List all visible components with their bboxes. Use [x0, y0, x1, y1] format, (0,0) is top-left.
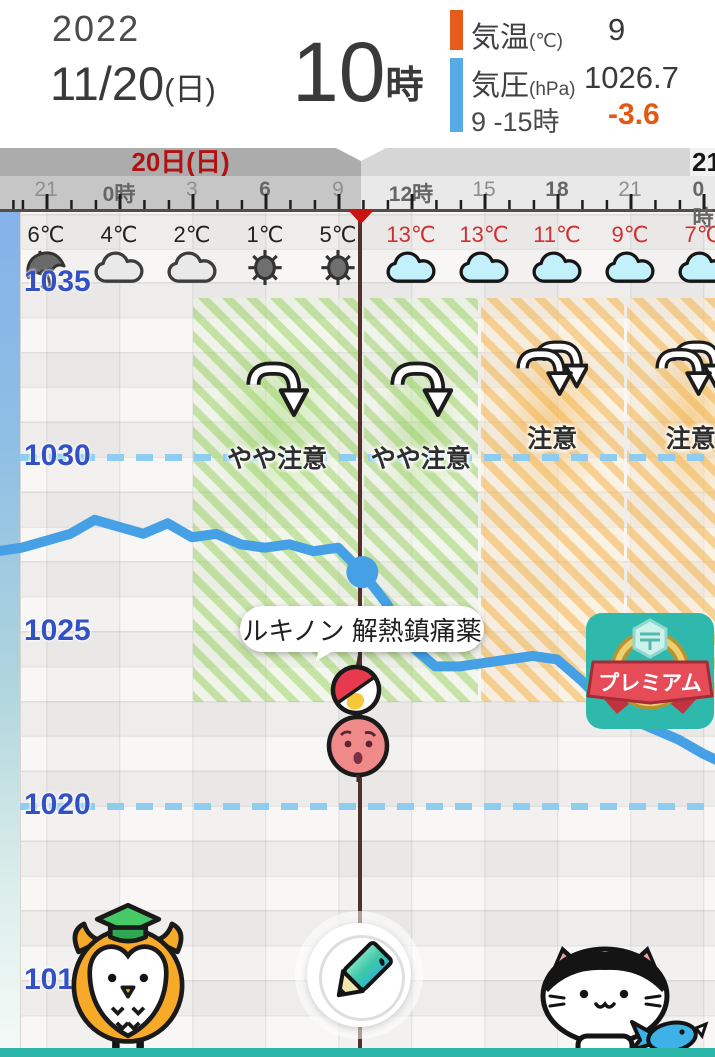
day-label: 20日(日): [131, 147, 230, 177]
pressure-axis-label: 1020: [24, 788, 91, 821]
current-hour-unit: 時: [385, 65, 424, 107]
three-hour-ticks: [0, 194, 715, 209]
pressure-legend-bar: [450, 58, 463, 132]
pressure-axis-label: 1025: [24, 613, 91, 647]
double-down-arrow-icon: [655, 338, 715, 419]
caution-zone-annotation: 注意: [516, 338, 591, 455]
time-tick-label: 0時: [692, 178, 714, 230]
year-label: 2022: [52, 8, 141, 49]
caution-zone-annotation: やや注意: [227, 358, 327, 475]
current-hour-value: 10: [292, 25, 386, 119]
current-time: 10 時: [292, 26, 423, 118]
header-pointer: [334, 147, 388, 161]
medicine-tooltip-label: ルキノン 解熱鎮痛薬: [242, 615, 482, 646]
pill-face-character: [326, 652, 390, 782]
sun-icon: [312, 250, 364, 288]
forecast-column: 7℃: [677, 222, 715, 288]
record-button-ring: [319, 935, 405, 1021]
caution-zone-label: やや注意: [227, 445, 328, 473]
forecast-column: 4℃: [93, 222, 145, 288]
double-down-arrow-icon: [516, 338, 591, 419]
down-arrow-icon: [389, 358, 453, 439]
current-time-marker-icon: [347, 209, 375, 224]
pressure-axis-label: 1030: [24, 439, 91, 472]
cloud-icon: [93, 250, 145, 288]
time-tick-label: 9: [332, 178, 344, 201]
forecast-column: 2℃: [166, 222, 218, 288]
time-tick-label: 6: [259, 178, 271, 201]
weekday-label: (日): [164, 72, 216, 107]
forecast-column: 13℃: [385, 222, 437, 288]
next-day-label: 21日(月): [692, 147, 715, 177]
temperature-label: 6℃: [27, 222, 65, 247]
pencil-icon: [336, 941, 393, 998]
pressure-axis-label: 1035: [24, 264, 91, 298]
date-label: 11/20(日): [50, 57, 216, 110]
threshold-dashed-line: [20, 453, 715, 461]
caution-zone-label: 注意: [527, 425, 578, 453]
temperature-label: 11℃: [533, 222, 581, 247]
temperature-label: 13℃: [459, 222, 509, 247]
temperature-label: 4℃: [100, 222, 138, 247]
premium-label: プレミアム: [598, 672, 702, 695]
caution-zone-annotation: 注意: [655, 338, 715, 455]
temperature-label: 9℃: [611, 222, 649, 247]
date-band-past-segment: [0, 148, 361, 176]
caution-zone-label: やや注意: [370, 445, 471, 473]
pressure-range: 9 -15時: [471, 107, 560, 137]
temperature-legend-bar: [450, 10, 463, 50]
caution-zone-label: 注意: [665, 425, 715, 453]
umbrella-icon: [20, 250, 72, 290]
forecast-column: 13℃: [458, 222, 510, 288]
temperature-label: 13℃: [386, 222, 436, 247]
temperature-label: 2℃: [173, 222, 211, 247]
down-arrow-icon: [245, 358, 310, 439]
header: 2022 11/20(日) 10 時 気温(℃) 9 気圧(hPa) 1026.…: [0, 0, 715, 148]
forecast-column: 9℃: [604, 222, 656, 288]
temperature-value: 9: [608, 12, 626, 47]
bottom-accent-bar: [0, 1048, 715, 1057]
time-tick-label: 3: [186, 178, 198, 201]
cloud-icon: [531, 250, 583, 288]
medicine-tooltip[interactable]: ルキノン 解熱鎮痛薬: [240, 606, 484, 652]
cat-character: [540, 946, 709, 1054]
temperature-legend: 気温(℃): [471, 22, 564, 54]
date-band-tomorrow-segment: [690, 148, 715, 176]
cloud-icon: [677, 250, 715, 288]
forecast-column: 5℃: [312, 222, 364, 288]
forecast-column: 1℃: [239, 222, 291, 288]
cloud-icon: [385, 250, 437, 288]
pressure-legend: 気圧(hPa): [471, 70, 576, 102]
pressure-value: 1026.7: [584, 60, 679, 95]
threshold-dashed-line: [20, 802, 715, 810]
temperature-label: 5℃: [319, 222, 357, 247]
premium-badge-button[interactable]: プレミアム: [585, 612, 715, 730]
sun-icon: [239, 250, 291, 288]
forecast-column: 6℃: [20, 222, 72, 290]
owl-doctor-character: [71, 902, 185, 1051]
cloud-icon: [166, 250, 218, 288]
pressure-delta-value: -3.6: [608, 98, 660, 131]
temperature-label: 7℃: [684, 222, 715, 247]
left-gradient-strip: [0, 212, 20, 1057]
temperature-label: 1℃: [246, 222, 284, 247]
cloud-icon: [604, 250, 656, 288]
caution-zone-annotation: やや注意: [371, 358, 471, 475]
forecast-column: 11℃: [531, 222, 583, 288]
time-ruler[interactable]: 210時36912時1518210時: [0, 176, 715, 230]
cloud-icon: [458, 250, 510, 288]
